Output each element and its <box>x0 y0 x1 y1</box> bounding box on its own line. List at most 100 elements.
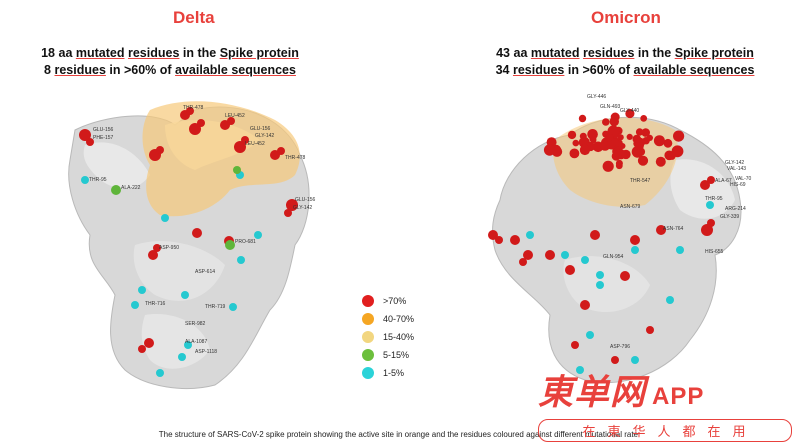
residue-sphere <box>663 138 673 148</box>
residue-sphere <box>590 137 597 144</box>
omicron-red-residues <box>543 108 685 172</box>
svg-text:ASP-1118: ASP-1118 <box>195 349 217 355</box>
svg-text:ALA-1087: ALA-1087 <box>185 339 207 345</box>
residue-sphere <box>578 114 587 123</box>
svg-text:GLY-142: GLY-142 <box>725 160 744 166</box>
residue-sphere <box>579 144 590 156</box>
residue-sphere <box>610 112 620 122</box>
delta-spike-structure: GLU-156 PHE-157 THR-478 LEU-452 GLU-156 … <box>68 101 316 390</box>
legend-item: >70% <box>362 292 414 310</box>
delta-green-residues <box>111 166 241 250</box>
watermark-tagline: 在東华人都在用 <box>538 419 792 442</box>
delta-residue-labels: GLU-156 PHE-157 THR-478 LEU-452 GLU-156 … <box>89 105 316 355</box>
svg-text:THR-478: THR-478 <box>183 105 204 111</box>
legend-item: 40-70% <box>362 310 414 328</box>
omicron-title: Omicron <box>591 8 661 27</box>
svg-text:THR-95: THR-95 <box>89 177 107 183</box>
delta-red-residues <box>79 107 298 353</box>
svg-text:GLU-156: GLU-156 <box>93 127 114 133</box>
delta-subtitle-line1: 18 aa mutated residues in the Spike prot… <box>41 46 299 60</box>
residue-sphere <box>637 155 649 166</box>
svg-text:ASP-796: ASP-796 <box>610 344 630 350</box>
svg-text:GLY-446: GLY-446 <box>587 94 606 100</box>
residue-sphere <box>569 148 580 159</box>
svg-text:GLY-440: GLY-440 <box>620 108 639 114</box>
residue-sphere <box>626 133 633 140</box>
svg-text:ALA-67: ALA-67 <box>715 178 732 184</box>
residue-sphere <box>635 141 644 151</box>
legend-item: 1-5% <box>362 364 414 382</box>
legend-label: 40-70% <box>383 314 415 324</box>
residue-sphere <box>572 139 580 147</box>
residue-sphere <box>602 160 614 172</box>
residue-sphere <box>606 133 614 141</box>
legend-swatch <box>362 349 374 361</box>
omicron-subtitle: 43 aa mutated residues in the Spike prot… <box>475 45 775 79</box>
legend-label: >70% <box>383 296 407 306</box>
svg-text:HIS-655: HIS-655 <box>705 249 724 255</box>
svg-text:THR-478: THR-478 <box>285 155 306 161</box>
residue-sphere <box>567 130 577 140</box>
delta-cyan-residues <box>81 171 262 377</box>
svg-text:GLY-339: GLY-339 <box>720 214 739 220</box>
svg-text:PRO-681: PRO-681 <box>235 239 256 245</box>
svg-text:LEU-452: LEU-452 <box>225 113 245 119</box>
residue-sphere <box>587 129 598 140</box>
legend-swatch <box>362 331 374 343</box>
omicron-spike-structure: GLY-446 GLN-493 GLY-440 GLY-142 VAL-143 … <box>488 94 752 384</box>
legend: >70% 40-70% 15-40% 5-15% 1-5% <box>362 292 414 382</box>
svg-text:GLU-156: GLU-156 <box>250 126 271 132</box>
omicron-residue-labels: GLY-446 GLN-493 GLY-440 GLY-142 VAL-143 … <box>587 94 752 350</box>
legend-item: 15-40% <box>362 328 414 346</box>
residue-sphere <box>602 118 610 126</box>
svg-text:ASN-764: ASN-764 <box>663 226 684 232</box>
residue-sphere <box>657 137 665 145</box>
svg-text:GLN-954: GLN-954 <box>603 254 624 260</box>
legend-label: 1-5% <box>383 368 405 378</box>
residue-sphere <box>625 108 635 119</box>
delta-subtitle-line2: 8 residues in >60% of available sequence… <box>44 63 296 77</box>
delta-subtitle: 18 aa mutated residues in the Spike prot… <box>20 45 320 79</box>
legend-label: 15-40% <box>383 332 415 342</box>
omicron-subtitle-line2: 34 residues in >60% of available sequenc… <box>495 63 755 77</box>
legend-label: 5-15% <box>383 350 410 360</box>
residue-sphere <box>612 146 623 157</box>
svg-text:ASP-950: ASP-950 <box>159 245 179 251</box>
svg-text:THR-719: THR-719 <box>205 304 226 310</box>
residue-sphere <box>673 130 685 142</box>
residue-sphere <box>551 146 563 157</box>
svg-text:ASN-679: ASN-679 <box>620 204 641 210</box>
svg-text:THR-716: THR-716 <box>145 301 166 307</box>
watermark-logo: 東单网 APP 在東华人都在用 <box>538 364 796 442</box>
svg-text:SER-982: SER-982 <box>185 321 206 327</box>
residue-sphere <box>615 162 623 170</box>
svg-text:GLY-142: GLY-142 <box>255 133 274 139</box>
svg-text:GLY-142: GLY-142 <box>293 205 312 211</box>
residue-sphere <box>646 134 653 141</box>
residue-sphere <box>668 152 676 160</box>
residue-sphere <box>635 128 644 136</box>
svg-text:GLN-493: GLN-493 <box>600 104 621 110</box>
residue-sphere <box>640 115 648 122</box>
watermark-app: APP <box>652 383 705 410</box>
svg-text:VAL-143: VAL-143 <box>727 166 746 172</box>
svg-text:ARG-214: ARG-214 <box>725 206 746 212</box>
delta-title: Delta <box>173 8 215 27</box>
residue-sphere <box>600 140 611 151</box>
legend-swatch <box>362 367 374 379</box>
omicron-subtitle-line1: 43 aa mutated residues in the Spike prot… <box>496 46 754 60</box>
svg-text:THR-547: THR-547 <box>630 178 651 184</box>
residue-sphere <box>641 128 650 137</box>
svg-text:LEU-452: LEU-452 <box>245 141 265 147</box>
legend-swatch <box>362 313 374 325</box>
svg-text:ALA-222: ALA-222 <box>121 185 141 191</box>
omicron-cyan-residues <box>526 201 714 374</box>
svg-text:VAL-70: VAL-70 <box>735 176 752 182</box>
legend-item: 5-15% <box>362 346 414 364</box>
svg-text:HIS-69: HIS-69 <box>730 182 746 188</box>
svg-text:THR-95: THR-95 <box>705 196 723 202</box>
residue-sphere <box>655 156 666 167</box>
figure-caption: The structure of SARS-CoV-2 spike protei… <box>158 430 641 439</box>
svg-text:PHE-157: PHE-157 <box>93 135 114 141</box>
svg-text:GLU-156: GLU-156 <box>295 197 316 203</box>
